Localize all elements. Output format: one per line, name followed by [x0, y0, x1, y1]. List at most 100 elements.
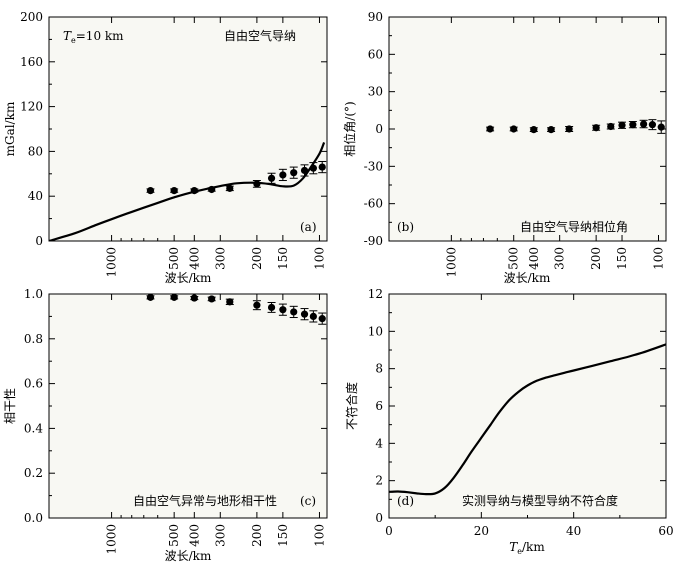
- data-point: [290, 169, 297, 176]
- data-point: [268, 304, 275, 311]
- panel-d-plot-area: [389, 294, 666, 518]
- y-tick-label: 0: [375, 122, 383, 136]
- data-point: [171, 294, 178, 301]
- data-point: [268, 175, 275, 182]
- data-point: [279, 171, 286, 178]
- x-tick-label: 100: [312, 524, 326, 547]
- panel-c-plot-area: [49, 294, 327, 518]
- y-tick-label: 6: [375, 399, 383, 413]
- x-tick-label: 150: [276, 524, 290, 547]
- x-tick-label: 400: [187, 247, 201, 270]
- data-point: [658, 124, 665, 131]
- data-point: [147, 294, 154, 301]
- panel-a-xlabel: 波长/km: [165, 271, 212, 285]
- data-point: [290, 308, 297, 315]
- x-tick-label: 150: [615, 247, 629, 270]
- panel-c-label: (c): [300, 494, 316, 508]
- data-point: [487, 125, 494, 132]
- data-point: [147, 187, 154, 194]
- x-tick-label: 200: [250, 247, 264, 270]
- x-tick-label: 300: [213, 524, 227, 547]
- y-tick-label: -90: [364, 234, 383, 248]
- y-tick-label: 12: [368, 287, 383, 301]
- panel-d-ylabel: 不符合度: [344, 382, 359, 430]
- data-point: [208, 295, 215, 302]
- data-point: [649, 121, 656, 128]
- panel-b-xlabel: 波长/km: [504, 271, 551, 285]
- panel-a-ylabel: mGal/km: [3, 101, 17, 156]
- y-tick-label: -30: [364, 159, 383, 173]
- x-tick-label: 1000: [105, 524, 119, 555]
- data-point: [171, 187, 178, 194]
- panel-a-label: (a): [300, 220, 317, 234]
- x-tick-label: 400: [527, 247, 541, 270]
- data-point: [253, 302, 260, 309]
- x-tick-label: 300: [553, 247, 567, 270]
- x-tick-label: 500: [167, 247, 181, 270]
- data-point: [226, 185, 233, 192]
- data-point: [226, 298, 233, 305]
- panel-b-ylabel: 相位角/(°): [342, 101, 357, 156]
- data-point: [618, 122, 625, 129]
- x-tick-label: 200: [250, 524, 264, 547]
- y-tick-label: 0.4: [24, 421, 43, 435]
- y-tick-label: 0: [375, 511, 383, 525]
- data-point: [310, 313, 317, 320]
- y-tick-label: 30: [368, 85, 383, 99]
- y-tick-label: 2: [375, 474, 383, 488]
- x-tick-label: 500: [167, 524, 181, 547]
- x-tick-label: 150: [276, 247, 290, 270]
- panel-a: 0 40 80 120 160 200 1000 500 400 300 200 150 100 Te=…: [3, 10, 327, 285]
- y-tick-label: 120: [20, 100, 43, 114]
- panel-a-plot-area: [49, 17, 327, 241]
- figure: 040801201602001000 500 400 300 200 150 100 Te=…: [0, 0, 683, 567]
- y-tick-label: 0.8: [24, 332, 43, 346]
- data-point: [547, 126, 554, 133]
- panel-b: -90 -60 -30 0 30 60 90 1000 500 400 300 200 150 100 (…: [342, 10, 666, 285]
- data-point: [510, 125, 517, 132]
- x-tick-label: 1000: [105, 247, 119, 278]
- panel-d-annotation: 实测导纳与模型导纳不符合度: [462, 493, 618, 508]
- panel-b-annotation: 自由空气导纳相位角: [520, 219, 628, 234]
- data-point: [279, 306, 286, 313]
- y-tick-label: -60: [364, 197, 383, 211]
- y-tick-label: 40: [28, 189, 43, 203]
- y-tick-label: 10: [368, 324, 383, 338]
- panel-d-label: (d): [397, 494, 414, 508]
- panel-b-label: (b): [397, 220, 414, 234]
- panel-c-annotation: 自由空气异常与地形相干性: [133, 493, 277, 508]
- y-tick-label: 0.6: [24, 377, 43, 391]
- data-point: [640, 120, 647, 127]
- te-unit: /km: [522, 540, 545, 554]
- data-point: [530, 126, 537, 133]
- x-tick-label: 300: [213, 247, 227, 270]
- x-tick-label: 20: [474, 524, 489, 538]
- x-tick-label: 100: [312, 247, 326, 270]
- y-tick-label: 0: [35, 234, 43, 248]
- y-tick-label: 0.2: [24, 466, 43, 480]
- data-point: [191, 294, 198, 301]
- data-point: [566, 125, 573, 132]
- panel-d-xlabel: Te/km: [509, 540, 545, 556]
- y-tick-label: 200: [20, 10, 43, 24]
- y-tick-label: 8: [375, 362, 383, 376]
- panel-c: 0.0 0.2 0.4 0.6 0.8 1.0 1000 500 400 300 200 150 100…: [3, 287, 327, 563]
- x-tick-label: 1000: [444, 247, 458, 278]
- x-tick-label: 200: [589, 247, 603, 270]
- panel-b-plot-area: [389, 17, 666, 241]
- y-tick-label: 4: [375, 436, 383, 450]
- y-tick-label: 80: [28, 144, 43, 158]
- y-tick-label: 1.0: [24, 287, 43, 301]
- y-tick-label: 90: [368, 10, 383, 24]
- x-tick-label: 0: [385, 524, 393, 538]
- y-tick-label: 0.0: [24, 511, 43, 525]
- data-point: [607, 123, 614, 130]
- x-tick-label: 400: [187, 524, 201, 547]
- x-tick-label: 40: [566, 524, 581, 538]
- y-tick-label: 60: [368, 47, 383, 61]
- x-tick-label: 100: [651, 247, 665, 270]
- x-tick-label: 60: [658, 524, 673, 538]
- te-value: =10 km: [76, 29, 124, 43]
- panel-c-ylabel: 相干性: [3, 388, 17, 424]
